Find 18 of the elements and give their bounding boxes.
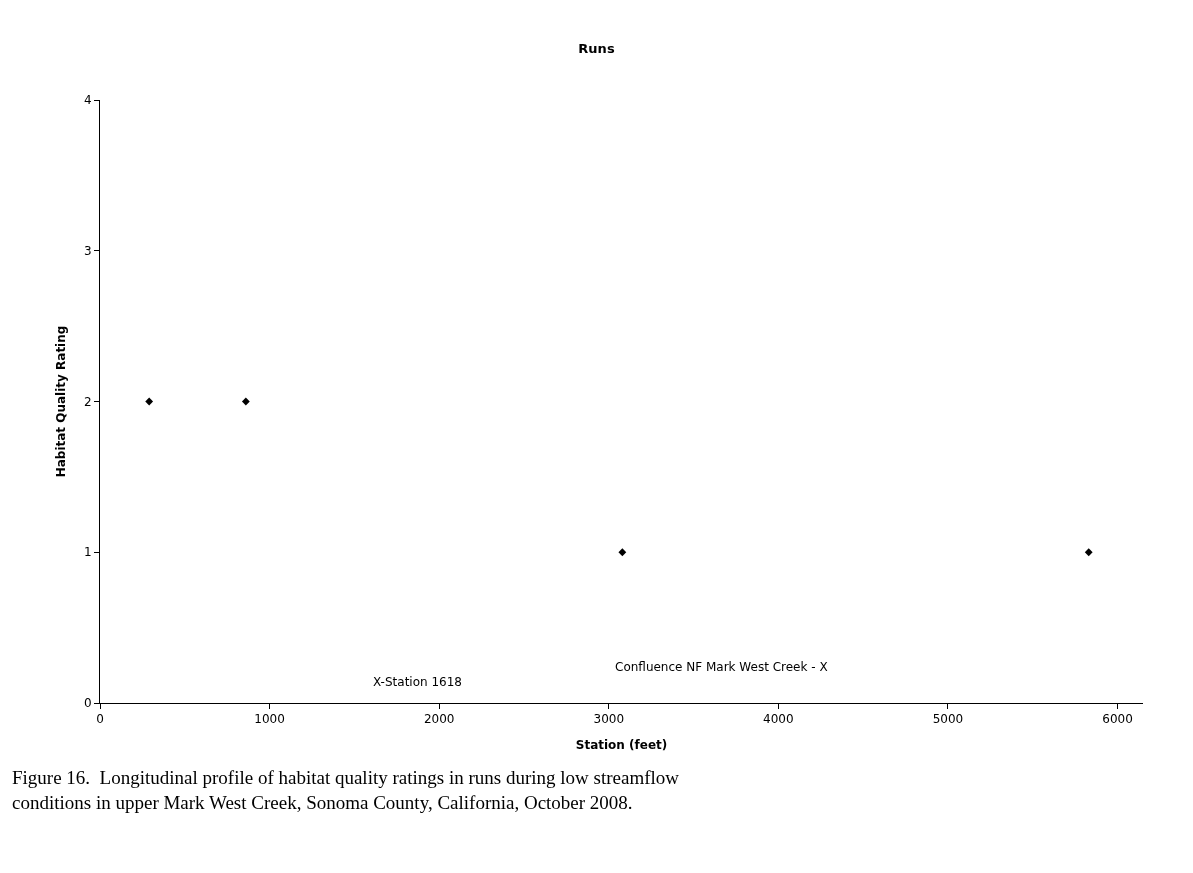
y-tick-label: 0: [83, 696, 92, 711]
y-tick-label: 4: [83, 93, 92, 108]
x-tick-label: 0: [96, 712, 104, 727]
y-tick-label: 3: [83, 243, 92, 258]
x-axis-title: Station (feet): [575, 738, 668, 753]
caption: Figure 16. Longitudinal profile of habitat quality ratings in runs during low streamflow conditions in upper Mark West Creek, Sonoma County, California, October 2008.: [12, 767, 680, 813]
annotation: Confluence NF Mark West Creek - X: [615, 660, 828, 674]
x-tick-label: 6000: [1102, 712, 1133, 727]
x-tick-label: 4000: [763, 712, 794, 727]
chart-title: Runs: [578, 40, 615, 56]
x-tick-label: 1000: [254, 712, 285, 727]
annotation: X-Station 1618: [373, 675, 462, 689]
y-tick-label: 2: [83, 394, 92, 409]
x-tick-label: 3000: [593, 712, 625, 727]
x-tick-label: 5000: [932, 712, 964, 727]
y-tick-label: 1: [83, 545, 92, 560]
y-axis-title: Habitat Quality Rating: [54, 325, 69, 478]
x-tick-label: 2000: [423, 712, 455, 727]
